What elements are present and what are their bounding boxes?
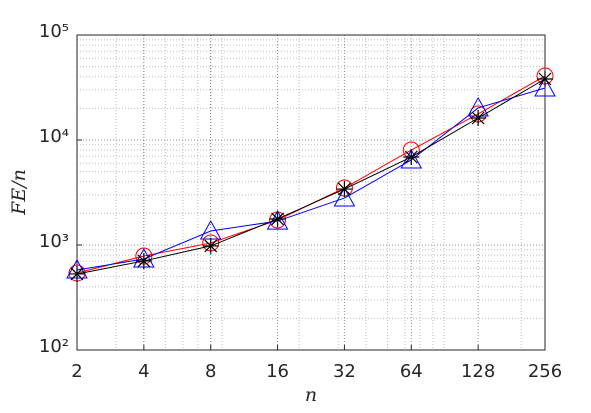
marker [269, 210, 286, 227]
x-tick-label: 2 [71, 361, 82, 382]
y-axis-label: FE/n [8, 169, 30, 216]
marker [135, 252, 152, 269]
axes-box [76, 34, 546, 351]
x-tick-label: 32 [333, 361, 356, 382]
marker [336, 181, 353, 198]
marker [266, 210, 289, 230]
x-tick-label: 4 [138, 361, 149, 382]
marker [69, 265, 85, 282]
x-tick-label: 8 [205, 361, 216, 382]
marker [537, 71, 553, 88]
x-axis-label: n [305, 384, 317, 406]
marker [202, 237, 219, 254]
marker [403, 148, 420, 165]
y-tick-label: 10³ [39, 231, 69, 252]
series-line [76, 78, 546, 275]
marker [470, 110, 487, 127]
marker [534, 76, 556, 97]
marker [333, 187, 356, 207]
x-tick-label: 64 [400, 361, 423, 382]
y-tick-label: 10⁴ [39, 126, 69, 147]
x-tick-label: 256 [528, 361, 562, 382]
y-tick-label: 10⁵ [39, 21, 69, 42]
x-tick-label: 16 [266, 361, 289, 382]
x-tick-label: 128 [461, 361, 495, 382]
y-tick-label: 10² [39, 336, 69, 357]
series-line [76, 87, 546, 271]
